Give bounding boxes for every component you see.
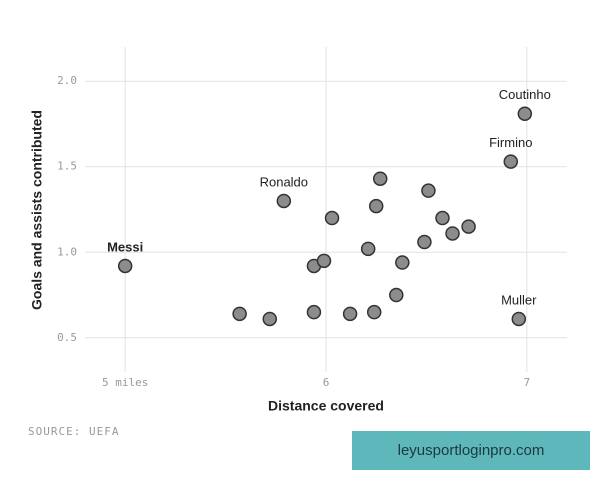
point xyxy=(306,304,322,320)
source: SOURCE: UEFA xyxy=(28,425,119,438)
x-tick-label: 5 miles xyxy=(102,376,148,389)
point xyxy=(389,287,404,303)
point xyxy=(316,253,332,269)
point-label: Ronaldo xyxy=(260,174,308,189)
point xyxy=(417,234,432,250)
x-axis-title: Distance covered xyxy=(268,398,384,414)
point xyxy=(511,311,527,327)
watermark-box xyxy=(352,431,590,470)
point xyxy=(435,210,450,226)
y-tick-label: 1.5 xyxy=(57,160,77,173)
point xyxy=(461,219,476,234)
point xyxy=(276,193,292,209)
watermark: leyusportloginpro.com xyxy=(398,442,545,459)
point xyxy=(366,304,382,320)
point xyxy=(232,306,247,322)
y-tick-label: 1.0 xyxy=(57,245,77,258)
y-axis-title: Goals and assists contributed xyxy=(29,110,45,310)
y-tick-label: 0.5 xyxy=(57,331,77,344)
point xyxy=(372,171,388,186)
point-label: Coutinho xyxy=(499,87,551,102)
x-tick-label: 7 xyxy=(524,376,531,389)
point xyxy=(517,106,533,121)
x-tick-label: 6 xyxy=(323,376,330,389)
point-label: Muller xyxy=(501,292,537,307)
point xyxy=(324,210,340,226)
point xyxy=(421,183,436,198)
point xyxy=(503,154,519,169)
point xyxy=(360,241,376,257)
point xyxy=(395,255,410,270)
point-label: Messi xyxy=(107,239,143,254)
point-label: Firmino xyxy=(489,135,532,150)
point xyxy=(368,198,384,214)
point xyxy=(342,306,358,322)
y-tick-label: 2.0 xyxy=(57,74,77,87)
point xyxy=(262,311,278,327)
point xyxy=(445,226,460,241)
point xyxy=(117,258,133,274)
